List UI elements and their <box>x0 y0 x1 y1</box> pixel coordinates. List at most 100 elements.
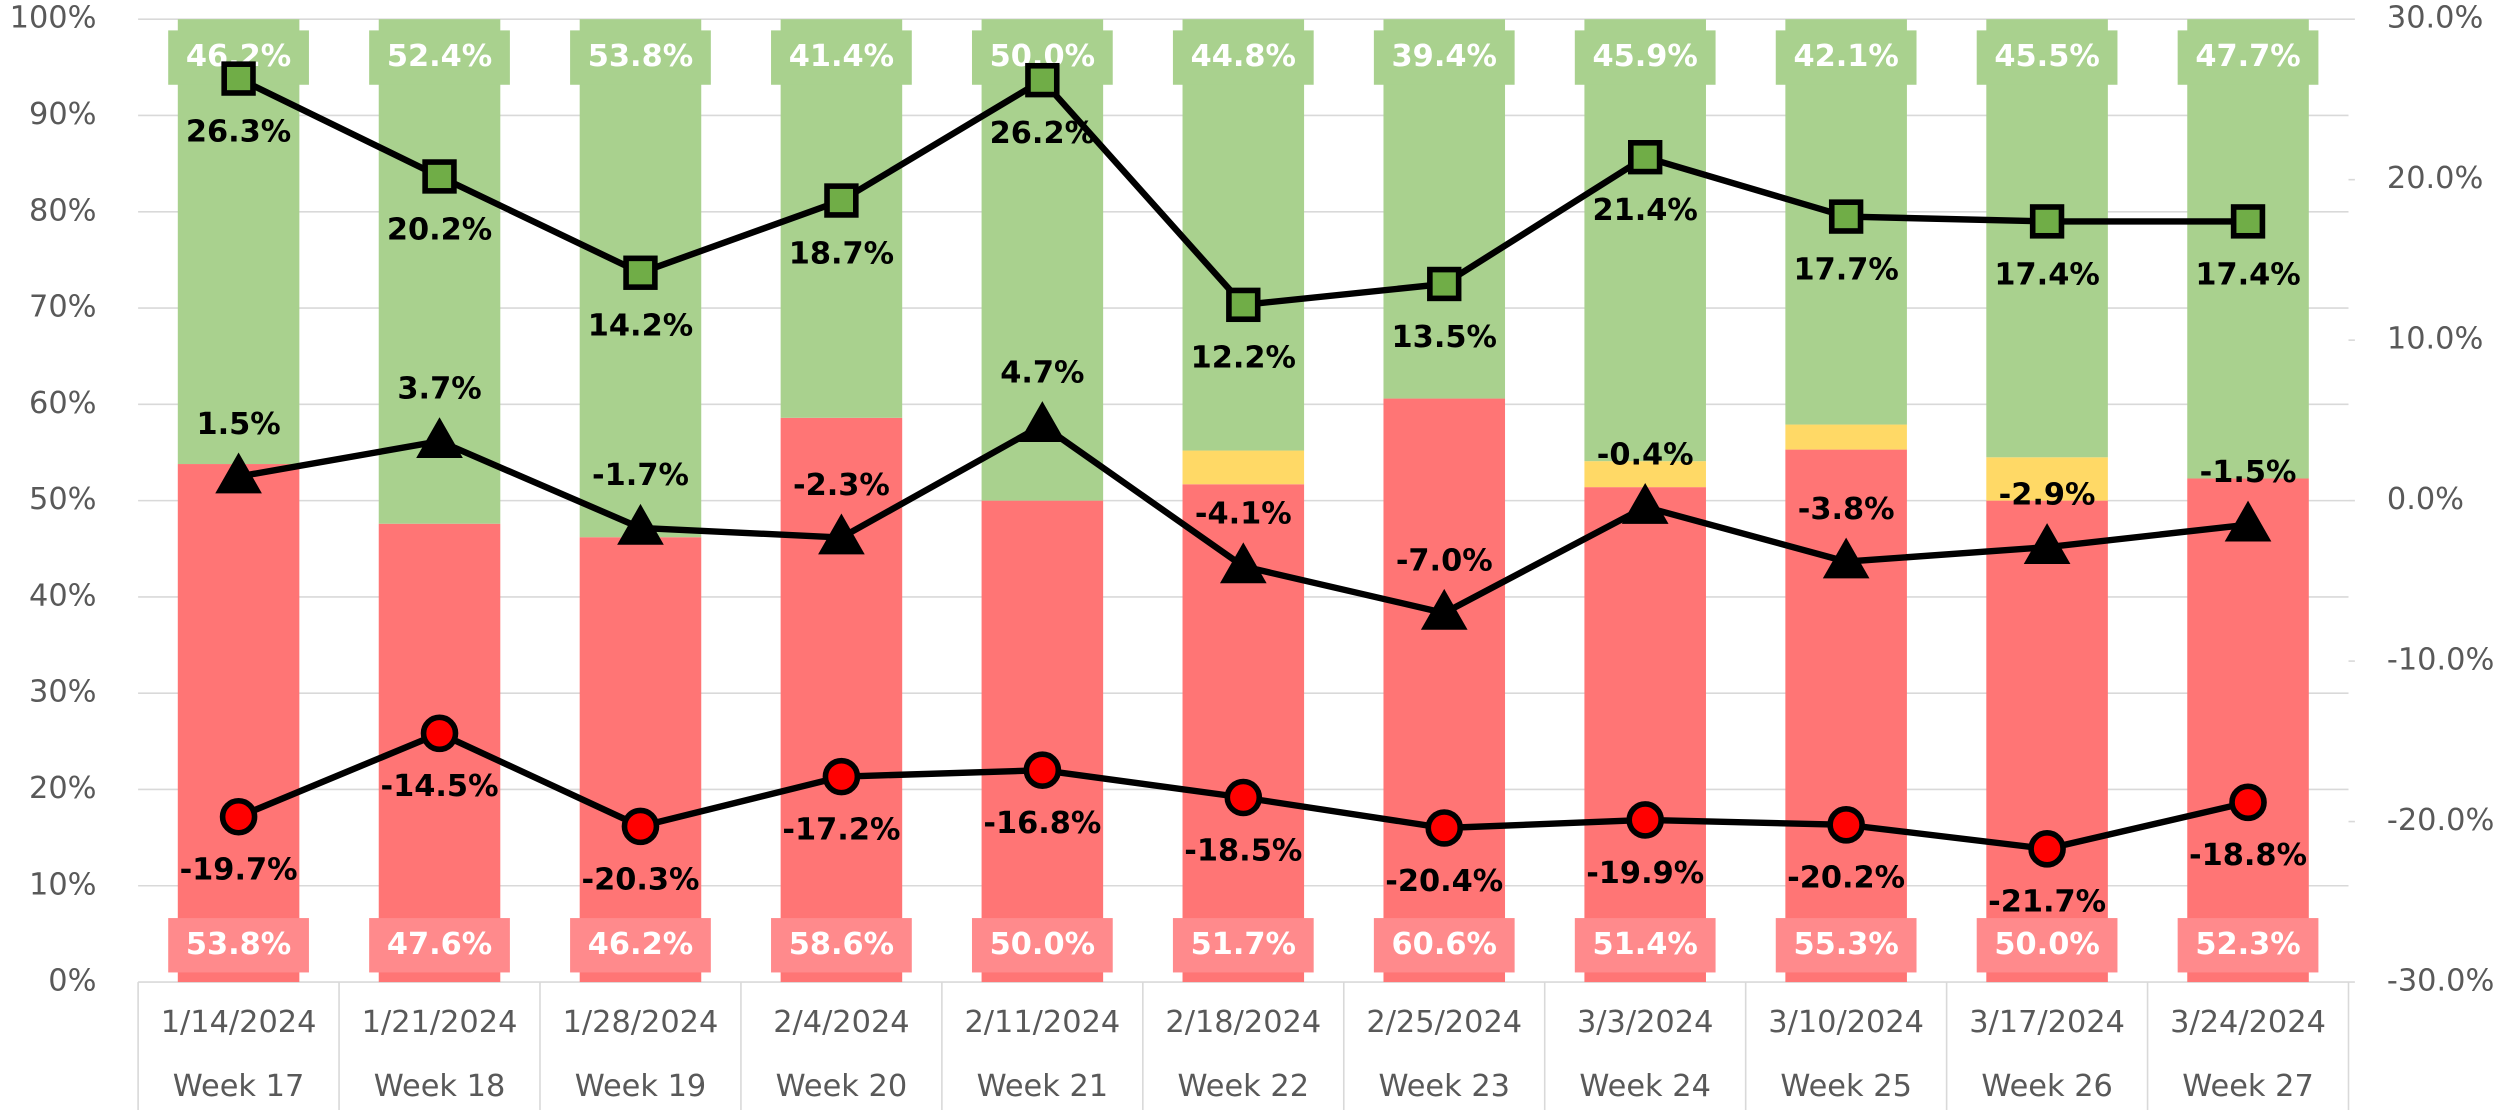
bar-label: 45.5% <box>1994 39 2099 74</box>
data-label: -1.5% <box>2200 455 2297 490</box>
data-label: 4.7% <box>1000 356 1084 391</box>
marker <box>1628 140 1663 175</box>
x-tick-label: Week 22 <box>1178 1069 1310 1104</box>
bar-label-box <box>2177 30 2319 85</box>
data-label: 1.5% <box>196 407 280 442</box>
x-tick-label: Week 18 <box>374 1069 506 1104</box>
bar-label: 45.9% <box>1593 39 1698 74</box>
bar-label-box <box>570 30 711 85</box>
data-label: -4.1% <box>1195 497 1292 532</box>
bar-label-box <box>771 30 912 85</box>
marker <box>1621 483 1669 524</box>
bar-label-box <box>1373 30 1515 85</box>
x-tick-label: 2/11/2024 <box>964 1005 1120 1040</box>
bar <box>780 19 903 418</box>
x-tick-label: 1/21/2024 <box>362 1005 518 1040</box>
bar <box>1182 450 1305 485</box>
x-tick-label: Week 27 <box>2182 1069 2314 1104</box>
bar <box>1584 487 1706 983</box>
x-tick-label: Week 25 <box>1780 1069 1912 1104</box>
x-tick-label: 2/4/2024 <box>773 1005 909 1040</box>
bar <box>1182 19 1305 451</box>
x-tick-label: 2/18/2024 <box>1165 1005 1321 1040</box>
marker <box>1023 751 1062 790</box>
bar-label-box <box>369 30 510 85</box>
bar-label-box <box>771 918 912 973</box>
y2-tick-label: 10.0% <box>2387 322 2484 357</box>
marker <box>420 714 459 753</box>
marker <box>824 183 859 218</box>
bar <box>1383 398 1506 983</box>
y2-tick-label: -20.0% <box>2387 803 2494 838</box>
bar-label-box <box>1976 30 2118 85</box>
data-label: 21.4% <box>1593 193 1698 228</box>
data-label: -16.8% <box>983 806 1101 841</box>
marker <box>1219 542 1267 584</box>
marker <box>617 503 664 545</box>
marker <box>221 61 256 96</box>
data-label: -18.5% <box>1184 833 1302 868</box>
marker <box>219 797 258 836</box>
data-label: -20.3% <box>581 862 699 897</box>
data-label: -2.9% <box>1999 477 2096 512</box>
marker <box>822 757 861 796</box>
bar <box>579 537 702 983</box>
marker <box>416 417 463 459</box>
bar <box>1986 500 2108 983</box>
bar-label: 51.7% <box>1191 927 1296 962</box>
marker <box>1224 778 1263 817</box>
marker <box>2224 500 2272 542</box>
bar <box>1785 424 1907 450</box>
bar-label: 50.0% <box>1994 927 2099 962</box>
x-tick-label: Week 24 <box>1579 1069 1711 1104</box>
y-tick-label: 80% <box>29 193 97 228</box>
bar <box>1584 461 1706 488</box>
data-label: -3.8% <box>1798 492 1895 527</box>
y-tick-label: 40% <box>29 578 97 613</box>
bar-label-box <box>168 918 309 973</box>
bar-label: 47.6% <box>387 927 492 962</box>
data-label: 26.3% <box>186 114 291 149</box>
data-label: -18.8% <box>2189 838 2307 873</box>
x-tick-label: 3/24/2024 <box>2170 1005 2326 1040</box>
y2-tick-label: -10.0% <box>2387 643 2494 678</box>
data-label: -1.7% <box>592 458 689 493</box>
bar-label-box <box>1172 918 1314 973</box>
bar-label-box <box>1775 918 1917 973</box>
bar-label-box <box>2177 918 2319 973</box>
data-label: 26.2% <box>990 116 1095 151</box>
y-tick-label: 100% <box>10 1 97 36</box>
marker <box>422 159 457 194</box>
y-tick-label: 30% <box>29 675 97 710</box>
y-tick-label: 20% <box>29 771 97 806</box>
data-label: -7.0% <box>1396 543 1493 578</box>
marker <box>818 513 865 555</box>
data-label: 17.4% <box>2195 257 2300 292</box>
bar-label: 51.4% <box>1593 927 1698 962</box>
marker <box>1425 809 1464 847</box>
x-tick-label: 3/10/2024 <box>1768 1005 1924 1040</box>
bar-label: 55.3% <box>1793 927 1898 962</box>
marker <box>2230 204 2266 239</box>
bar <box>2187 19 2309 479</box>
bar <box>1584 19 1706 462</box>
marker <box>1226 287 1261 323</box>
marker <box>2029 204 2065 239</box>
y2-tick-label: -30.0% <box>2387 964 2494 999</box>
data-label: -20.4% <box>1385 864 1503 899</box>
x-tick-label: 2/25/2024 <box>1366 1005 1522 1040</box>
data-label: -19.7% <box>180 853 298 888</box>
data-label: -19.9% <box>1586 856 1704 891</box>
x-tick-label: Week 20 <box>776 1069 908 1104</box>
y-tick-label: 90% <box>29 97 97 132</box>
bar-label: 60.6% <box>1392 927 1497 962</box>
bar <box>177 464 300 983</box>
bar <box>981 500 1104 983</box>
y-tick-label: 10% <box>29 867 97 902</box>
x-tick-label: Week 19 <box>575 1069 707 1104</box>
marker <box>215 452 262 494</box>
data-label: 12.2% <box>1191 341 1296 376</box>
bar-label-box <box>1373 918 1515 973</box>
marker <box>1827 805 1865 844</box>
